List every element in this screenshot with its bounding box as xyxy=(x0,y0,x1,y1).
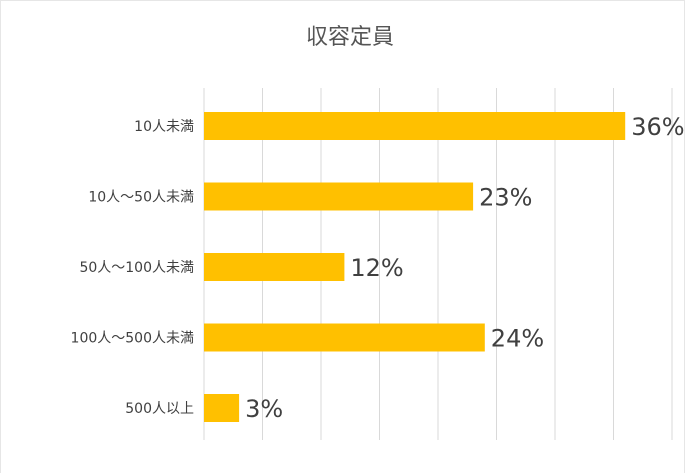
value-label-2: 12% xyxy=(350,254,403,282)
chart-title: 収容定員 xyxy=(306,25,394,50)
bars xyxy=(204,112,626,422)
bar-0 xyxy=(204,112,626,140)
category-label-3: 100人～500人未満 xyxy=(71,331,194,347)
category-label-0: 10人未満 xyxy=(134,119,194,135)
bar-4 xyxy=(204,394,240,422)
grid-lines xyxy=(203,88,673,440)
bar-1 xyxy=(204,182,474,211)
category-label-4: 500人以上 xyxy=(125,401,194,417)
category-label-2: 50人～100人未満 xyxy=(79,260,194,276)
value-labels: 36% 23% 12% 24% 3% xyxy=(245,113,684,423)
category-label-1: 10人～50人未満 xyxy=(88,190,194,206)
value-label-1: 23% xyxy=(479,184,532,212)
value-label-0: 36% xyxy=(631,113,684,141)
value-label-4: 3% xyxy=(245,395,283,423)
category-labels: 10人未満 10人～50人未満 50人～100人未満 100人～500人未満 500人以… xyxy=(71,119,194,417)
value-label-3: 24% xyxy=(491,325,544,353)
bar-3 xyxy=(204,323,485,352)
bar-2 xyxy=(204,253,345,281)
